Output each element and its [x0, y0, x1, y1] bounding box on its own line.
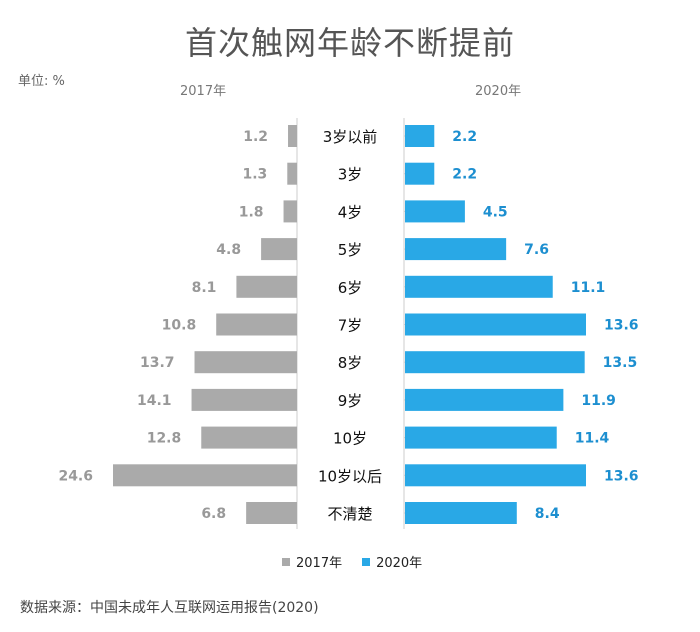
data-label-2017: 10.8: [162, 318, 197, 334]
category-label: 6岁: [338, 279, 363, 297]
bar-2017: [191, 388, 297, 411]
data-label-2020: 11.9: [581, 393, 616, 409]
bar-2017: [194, 351, 297, 374]
bar-2017: [236, 275, 297, 298]
data-label-2017: 13.7: [140, 355, 175, 371]
data-label-2017: 12.8: [147, 431, 182, 447]
series-header-2020: 2020年: [475, 84, 522, 99]
bar-2017: [288, 125, 297, 147]
category-label: 9岁: [338, 392, 363, 410]
category-label: 7岁: [338, 317, 363, 335]
category-label: 不清楚: [327, 505, 372, 523]
legend: 2017年 2020年: [282, 552, 422, 571]
data-label-2020: 13.5: [603, 355, 638, 371]
legend-swatch-2017: [282, 557, 290, 566]
data-label-2020: 4.5: [483, 204, 508, 220]
bar-2020: [405, 351, 585, 374]
bar-2020: [405, 464, 586, 487]
bar-2020: [405, 388, 564, 411]
bar-2017: [283, 200, 297, 223]
bar-2017: [287, 162, 297, 185]
data-label-2017: 1.8: [239, 204, 264, 220]
bar-2020: [405, 502, 517, 524]
legend-label-2017: 2017年: [296, 556, 343, 571]
bar-2017: [261, 238, 297, 261]
data-label-2020: 8.4: [535, 506, 560, 522]
category-label: 3岁以前: [323, 128, 378, 146]
category-label: 4岁: [338, 203, 363, 221]
data-label-2017: 14.1: [137, 393, 172, 409]
data-label-2017: 4.8: [216, 242, 241, 258]
data-label-2017: 1.2: [243, 129, 268, 145]
data-label-2020: 7.6: [524, 242, 549, 258]
category-label: 10岁以后: [318, 467, 382, 485]
bar-2020: [405, 125, 435, 147]
category-label: 10岁: [333, 430, 367, 448]
data-label-2020: 13.6: [604, 468, 639, 484]
data-label-2017: 24.6: [58, 468, 93, 484]
bar-2020: [405, 162, 435, 185]
data-label-2020: 11.4: [575, 431, 610, 447]
data-source: 数据来源：中国未成年人互联网运用报告(2020): [20, 600, 319, 616]
bar-2017: [246, 502, 297, 524]
data-label-2020: 2.2: [452, 167, 477, 183]
bar-2017: [201, 426, 297, 449]
bar-2017: [113, 464, 297, 487]
bar-2020: [405, 426, 557, 449]
data-label-2017: 6.8: [201, 506, 226, 522]
chart-title: 首次触网年龄不断提前: [184, 24, 515, 62]
category-label: 8岁: [338, 354, 363, 372]
data-label-2020: 11.1: [571, 280, 606, 296]
bar-2020: [405, 313, 586, 336]
data-label-2020: 2.2: [452, 129, 477, 145]
bar-2020: [405, 200, 465, 223]
unit-label: 单位: %: [18, 74, 65, 89]
series-header-2017: 2017年: [180, 84, 227, 99]
bar-2017: [216, 313, 297, 336]
category-label: 5岁: [338, 241, 363, 259]
data-label-2017: 1.3: [242, 167, 267, 183]
bar-2020: [405, 238, 507, 261]
data-label-2020: 13.6: [604, 318, 639, 334]
category-label: 3岁: [338, 166, 363, 184]
bar-2020: [405, 275, 553, 298]
legend-swatch-2020: [362, 557, 371, 566]
data-label-2017: 8.1: [192, 280, 217, 296]
legend-label-2020: 2020年: [376, 556, 423, 571]
